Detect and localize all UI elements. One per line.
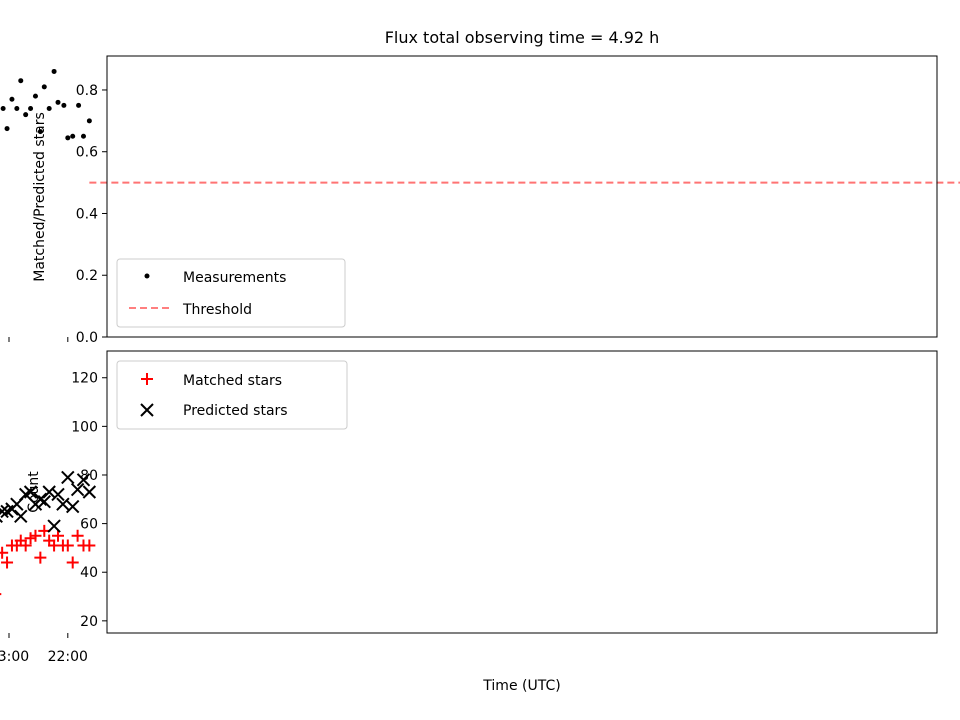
predicted-star-point: [37, 495, 51, 509]
measurement-point: [23, 112, 29, 118]
top-panel: 0.00.20.40.60.8 Matched/Predicted stars …: [0, 55, 960, 346]
top-xticks: [8, 337, 69, 342]
legend-matched-marker: [141, 373, 153, 385]
predicted-star-point: [82, 485, 97, 499]
measurement-point: [76, 102, 82, 108]
legend-predicted-label: Predicted stars: [183, 403, 288, 419]
predicted-star-point: [51, 487, 65, 502]
matched-star-point: [66, 556, 79, 569]
measurement-point: [14, 105, 20, 111]
chart-title: Flux total observing time = 4.92 h: [385, 28, 660, 47]
top-legend-box: [116, 258, 346, 328]
matched-star-point: [0, 546, 9, 559]
measurement-point: [46, 105, 52, 111]
y-tick-label: 60: [80, 517, 98, 533]
measurement-point: [61, 102, 67, 108]
y-tick-label: 40: [80, 565, 98, 581]
bottom-xaxis: 22:0023:0000:0001:0002:0003:0004:0005:00…: [0, 633, 88, 665]
measurement-point: [86, 118, 92, 124]
bottom-points: [0, 470, 97, 596]
measurement-point: [65, 135, 71, 141]
measurement-point: [4, 126, 10, 132]
top-points: [0, 68, 92, 141]
measurement-point: [70, 133, 76, 139]
top-plot-frame: [106, 55, 938, 338]
y-tick-label: 0.4: [76, 206, 98, 222]
legend-predicted-marker: [140, 403, 154, 417]
measurement-point: [51, 68, 57, 74]
bottom-legend: Matched stars Predicted stars: [116, 360, 348, 430]
x-tick-label: 22:00: [48, 649, 88, 665]
y-tick-label: 80: [80, 468, 98, 484]
legend-threshold-label: Threshold: [182, 302, 252, 318]
x-tick-label: 23:00: [0, 649, 29, 665]
bottom-xlabel: Time (UTC): [482, 678, 560, 694]
bottom-legend-box: [116, 360, 348, 430]
matched-star-point: [71, 529, 84, 542]
measurement-point: [32, 93, 38, 99]
legend-measurements-label: Measurements: [183, 270, 286, 286]
matched-star-point: [0, 593, 2, 596]
matched-star-point: [5, 539, 18, 552]
y-tick-label: 120: [71, 371, 98, 387]
y-tick-label: 0.0: [76, 330, 98, 346]
matched-star-point: [1, 556, 14, 569]
matched-star-point: [52, 529, 65, 542]
y-tick-label: 100: [71, 419, 98, 435]
y-tick-label: 0.6: [76, 145, 98, 161]
measurement-point: [9, 96, 15, 102]
measurement-point: [28, 105, 34, 111]
predicted-star-point: [65, 499, 80, 514]
predicted-star-point: [70, 482, 85, 497]
top-ylabel: Matched/Predicted stars: [32, 112, 48, 282]
matched-star-point: [24, 532, 37, 545]
predicted-star-point: [0, 509, 3, 524]
bottom-yaxis: 20 40 60 80 100 120: [71, 371, 107, 630]
predicted-star-point: [76, 473, 91, 487]
measurement-point: [55, 99, 61, 105]
measurement-point: [41, 84, 47, 90]
y-tick-label: 0.8: [76, 83, 98, 99]
top-yaxis: 0.0 0.2 0.4 0.6 0.8: [76, 83, 107, 346]
y-tick-label: 20: [80, 614, 98, 630]
matched-star-point: [77, 539, 90, 552]
legend-matched-label: Matched stars: [183, 373, 282, 389]
y-tick-label: 0.2: [76, 268, 98, 284]
top-legend: Measurements Threshold: [116, 258, 346, 328]
matched-star-point: [43, 534, 56, 547]
predicted-star-point: [42, 485, 56, 499]
legend-measurements-marker: [144, 273, 150, 279]
matched-star-point: [34, 551, 47, 564]
predicted-star-point: [14, 509, 28, 524]
measurement-point: [80, 133, 86, 139]
predicted-star-point: [61, 470, 75, 485]
bottom-plot-frame: [106, 350, 938, 634]
predicted-star-point: [47, 519, 61, 533]
predicted-star-point: [0, 504, 14, 519]
predicted-star-point: [56, 497, 70, 511]
measurement-point: [37, 129, 43, 135]
measurement-point: [0, 105, 6, 111]
bottom-ylabel: Count: [26, 471, 42, 513]
measurement-point: [18, 78, 24, 84]
